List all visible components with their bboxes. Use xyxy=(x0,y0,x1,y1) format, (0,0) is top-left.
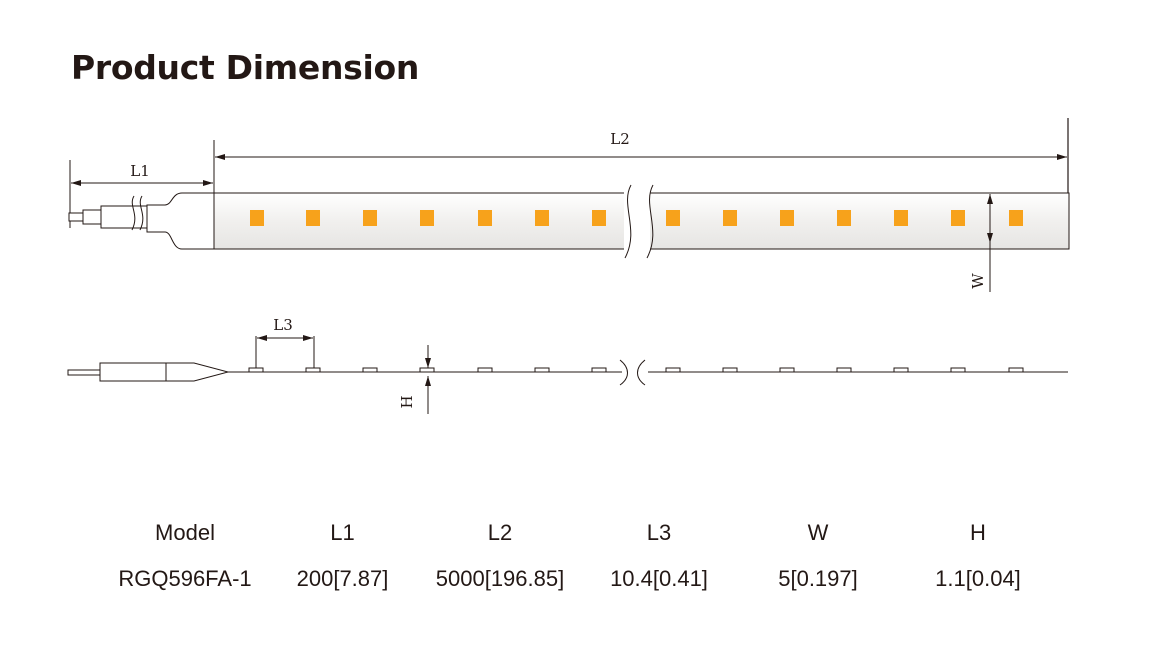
led-bump xyxy=(950,367,966,373)
cell-model: RGQ596FA-1 xyxy=(118,566,252,591)
led-chip xyxy=(837,210,851,226)
led-bump xyxy=(665,367,681,373)
led-chip xyxy=(250,210,264,226)
header-l1: L1 xyxy=(330,520,355,545)
led-bump xyxy=(534,367,550,373)
led-chip xyxy=(780,210,794,226)
led-bump xyxy=(591,367,607,373)
l3-dimension: L3 xyxy=(255,316,315,368)
cell-h: 1.1[0.04] xyxy=(935,566,1021,591)
table-row: RGQ596FA-1 200[7.87] 5000[196.85] 10.4[0… xyxy=(105,556,1058,602)
led-chip xyxy=(420,210,434,226)
led-chip xyxy=(894,210,908,226)
cable-side xyxy=(67,362,230,382)
cell-l1: 200[7.87] xyxy=(296,566,389,591)
led-bump xyxy=(893,367,909,373)
h-label: H xyxy=(398,395,416,408)
l1-label: L1 xyxy=(130,162,150,180)
led-chip xyxy=(666,210,680,226)
spec-table: Model L1 L2 L3 W H RGQ596FA-1 200[7.87] … xyxy=(105,510,1058,602)
strip-side-view xyxy=(228,359,1068,386)
l2-label: L2 xyxy=(610,130,630,148)
header-model: Model xyxy=(155,520,215,545)
led-bump xyxy=(362,367,378,373)
led-bump xyxy=(419,367,435,373)
led-chip xyxy=(363,210,377,226)
led-group-top xyxy=(250,210,1023,226)
led-chip xyxy=(306,210,320,226)
led-bump xyxy=(1008,367,1024,373)
cell-l2: 5000[196.85] xyxy=(435,566,565,591)
strip-top-view xyxy=(213,184,1070,259)
led-bump xyxy=(248,367,264,373)
led-bump xyxy=(779,367,795,373)
header-h: H xyxy=(970,520,986,545)
spec-table-header: Model L1 L2 L3 W H xyxy=(105,510,1058,556)
cell-l3: 10.4[0.41] xyxy=(610,566,708,591)
led-chip xyxy=(723,210,737,226)
led-chip xyxy=(478,210,492,226)
led-group-side xyxy=(248,367,1024,373)
page-title: Product Dimension xyxy=(71,48,420,87)
led-bump xyxy=(836,367,852,373)
led-bump xyxy=(305,367,321,373)
led-bump xyxy=(477,367,493,373)
l2-dimension: L2 xyxy=(215,118,1069,194)
led-chip xyxy=(951,210,965,226)
w-dimension: W xyxy=(969,194,993,292)
header-l3: L3 xyxy=(646,520,672,545)
led-chip xyxy=(535,210,549,226)
cell-w: 5[0.197] xyxy=(778,566,858,591)
led-chip xyxy=(1009,210,1023,226)
led-chip xyxy=(592,210,606,226)
l3-label: L3 xyxy=(273,316,293,334)
cable-connector xyxy=(68,192,215,250)
w-label: W xyxy=(969,273,987,289)
header-w: W xyxy=(807,520,829,545)
header-l2: L2 xyxy=(487,520,513,545)
led-bump xyxy=(722,367,738,373)
h-dimension: H xyxy=(398,345,431,414)
l1-dimension: L1 xyxy=(69,140,215,228)
